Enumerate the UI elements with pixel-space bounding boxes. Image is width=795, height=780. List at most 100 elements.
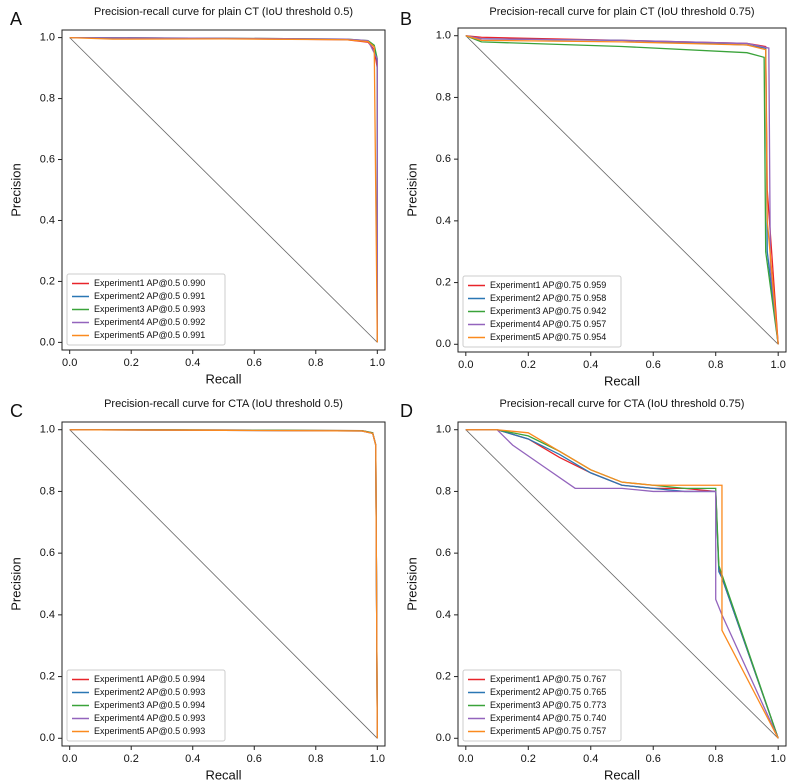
y-tick-label: 0.6: [40, 153, 55, 165]
legend-box: [66, 669, 226, 742]
y-tick-label: 1.0: [436, 30, 451, 42]
x-tick-label: 0.6: [247, 357, 262, 369]
legend-label: Experiment1 AP@0.75 0.959: [490, 280, 606, 290]
x-axis-label: Recall: [604, 373, 640, 388]
legend-label: Experiment3 AP@0.75 0.773: [490, 700, 606, 710]
x-tick-label: 0.2: [124, 357, 139, 369]
legend-label: Experiment2 AP@0.5 0.991: [94, 291, 205, 301]
y-axis-label: Precision: [404, 557, 419, 610]
panel-label: A: [10, 9, 22, 29]
x-tick-label: 1.0: [771, 359, 786, 371]
legend-label: Experiment2 AP@0.75 0.958: [490, 293, 606, 303]
legend-label: Experiment1 AP@0.5 0.990: [94, 278, 205, 288]
legend-label: Experiment4 AP@0.75 0.740: [490, 713, 606, 723]
legend-box: [462, 275, 622, 348]
y-tick-label: 0.4: [436, 215, 451, 227]
pr-curve: [465, 35, 779, 345]
y-tick-label: 0.0: [436, 732, 451, 744]
y-tick-label: 0.4: [436, 609, 451, 621]
reference-diagonal: [465, 429, 779, 739]
reference-diagonal: [69, 429, 378, 739]
y-axis-label: Precision: [8, 163, 23, 216]
legend-label: Experiment5 AP@0.5 0.991: [94, 330, 205, 340]
x-tick-label: 0.0: [458, 753, 473, 765]
legend-box: [462, 669, 622, 742]
y-tick-label: 0.8: [436, 91, 451, 103]
x-tick-label: 0.0: [458, 359, 473, 371]
x-tick-label: 0.2: [521, 359, 536, 371]
chart-title: Precision-recall curve for CTA (IoU thre…: [500, 398, 745, 410]
legend-label: Experiment2 AP@0.75 0.765: [490, 687, 606, 697]
x-axis-label: Recall: [604, 767, 640, 780]
chart-title: Precision-recall curve for CTA (IoU thre…: [104, 398, 343, 410]
x-tick-label: 1.0: [370, 753, 385, 765]
x-tick-label: 1.0: [370, 357, 385, 369]
panel-label: B: [400, 9, 412, 29]
y-axis-label: Precision: [404, 163, 419, 216]
legend-label: Experiment4 AP@0.5 0.993: [94, 713, 205, 723]
legend-label: Experiment1 AP@0.75 0.767: [490, 674, 606, 684]
x-tick-label: 0.2: [521, 753, 536, 765]
pr-curve: [465, 429, 779, 739]
pr-curve: [465, 429, 779, 739]
chart-title: Precision-recall curve for plain CT (IoU…: [94, 6, 353, 18]
y-tick-label: 0.0: [40, 336, 55, 348]
reference-diagonal: [69, 37, 378, 343]
legend-label: Experiment4 AP@0.75 0.957: [490, 319, 606, 329]
y-tick-label: 0.4: [40, 609, 55, 621]
y-tick-label: 0.0: [40, 732, 55, 744]
pr-curve: [465, 429, 779, 739]
legend-label: Experiment5 AP@0.5 0.993: [94, 726, 205, 736]
pr-curve: [69, 429, 378, 739]
x-tick-label: 0.8: [708, 359, 723, 371]
x-axis-label: Recall: [205, 371, 241, 386]
legend-label: Experiment3 AP@0.75 0.942: [490, 306, 606, 316]
x-tick-label: 0.0: [62, 753, 77, 765]
y-tick-label: 0.0: [436, 338, 451, 350]
x-tick-label: 0.4: [583, 753, 598, 765]
y-tick-label: 1.0: [436, 424, 451, 436]
y-tick-label: 0.6: [436, 153, 451, 165]
legend-box: [66, 273, 226, 346]
x-tick-label: 0.4: [583, 359, 598, 371]
legend-label: Experiment1 AP@0.5 0.994: [94, 674, 205, 684]
legend-label: Experiment5 AP@0.75 0.954: [490, 332, 606, 342]
x-tick-label: 0.4: [185, 357, 200, 369]
chart-title: Precision-recall curve for plain CT (IoU…: [489, 6, 754, 18]
y-tick-label: 0.8: [436, 485, 451, 497]
y-tick-label: 0.4: [40, 214, 55, 226]
panel-label: D: [400, 401, 413, 421]
y-tick-label: 0.2: [40, 275, 55, 287]
x-tick-label: 0.0: [62, 357, 77, 369]
y-tick-label: 0.2: [40, 670, 55, 682]
legend-label: Experiment4 AP@0.5 0.992: [94, 317, 205, 327]
x-tick-label: 0.8: [308, 753, 323, 765]
y-axis-label: Precision: [8, 557, 23, 610]
legend-label: Experiment3 AP@0.5 0.993: [94, 304, 205, 314]
pr-curve: [465, 35, 779, 345]
legend-label: Experiment2 AP@0.5 0.993: [94, 687, 205, 697]
legend-label: Experiment3 AP@0.5 0.994: [94, 700, 205, 710]
x-tick-label: 0.2: [124, 753, 139, 765]
x-tick-label: 1.0: [771, 753, 786, 765]
x-tick-label: 0.6: [247, 753, 262, 765]
panel-label: C: [10, 401, 23, 421]
x-tick-label: 0.8: [308, 357, 323, 369]
x-tick-label: 0.6: [646, 753, 661, 765]
y-tick-label: 1.0: [40, 424, 55, 436]
x-axis-label: Recall: [205, 767, 241, 780]
y-tick-label: 0.2: [436, 276, 451, 288]
y-tick-label: 0.8: [40, 92, 55, 104]
y-tick-label: 0.6: [436, 547, 451, 559]
y-tick-label: 0.6: [40, 547, 55, 559]
y-tick-label: 1.0: [40, 32, 55, 44]
x-tick-label: 0.8: [708, 753, 723, 765]
y-tick-label: 0.2: [436, 670, 451, 682]
pr-curve: [69, 36, 378, 343]
x-tick-label: 0.6: [646, 359, 661, 371]
y-tick-label: 0.8: [40, 485, 55, 497]
pr-curve: [465, 35, 779, 345]
reference-diagonal: [465, 35, 779, 345]
legend-label: Experiment5 AP@0.75 0.757: [490, 726, 606, 736]
